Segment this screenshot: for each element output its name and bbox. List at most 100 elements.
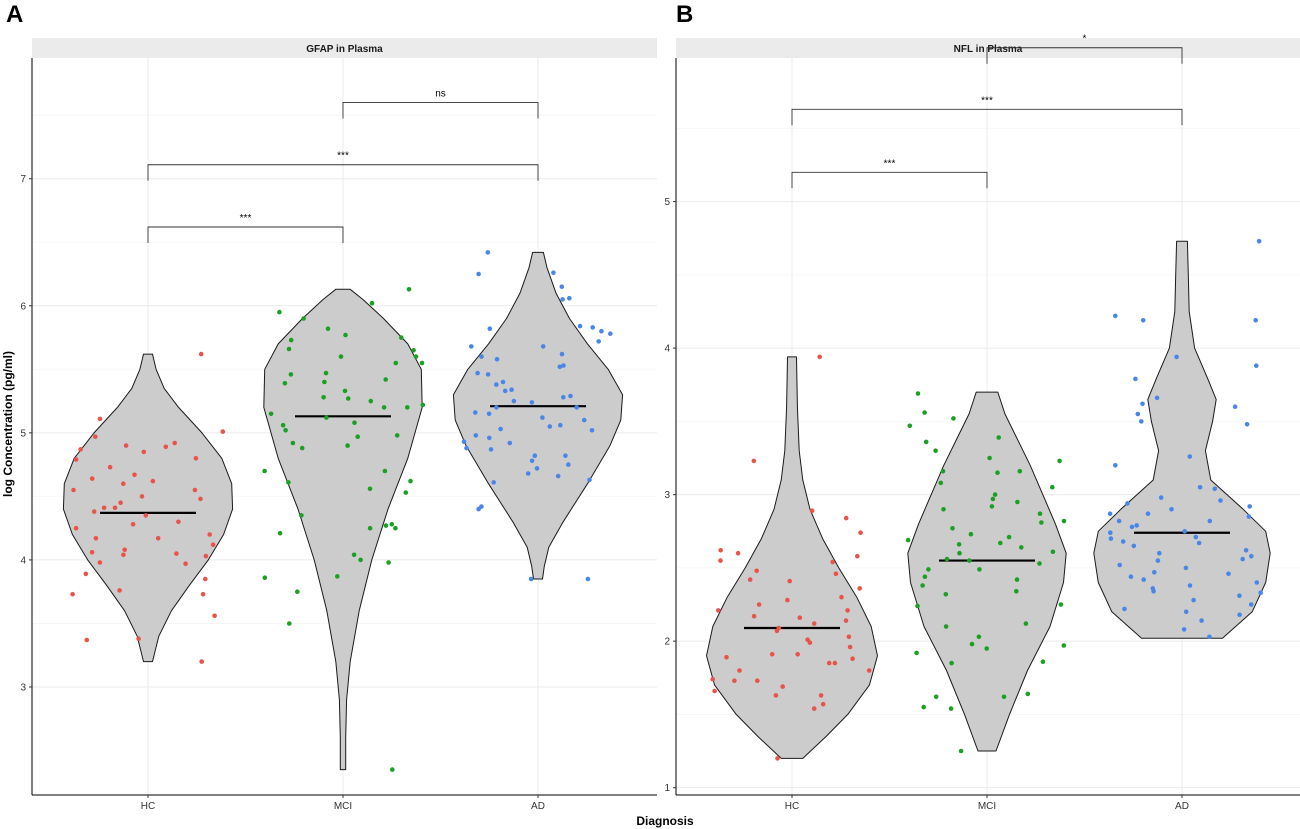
data-point-mci <box>907 423 913 429</box>
panel-a-strip <box>32 38 657 58</box>
data-point-ad <box>559 351 565 357</box>
data-point-mci <box>1014 577 1020 582</box>
y-tick-label: 4 <box>664 344 670 355</box>
panel-a-title: GFAP in Plasma <box>306 44 383 55</box>
data-point-mci <box>990 496 996 502</box>
data-point-mci <box>933 448 938 454</box>
data-point-hc <box>787 578 792 584</box>
data-point-mci <box>282 381 288 386</box>
data-point-hc <box>150 478 156 484</box>
significance-bracket <box>342 102 539 119</box>
data-point-mci <box>1040 659 1046 664</box>
data-point-hc <box>751 458 757 464</box>
data-point-hc <box>832 660 838 666</box>
data-point-ad <box>577 323 583 329</box>
data-point-ad <box>461 439 467 445</box>
data-point-ad <box>473 433 479 438</box>
data-point-hc <box>143 513 149 518</box>
violin-mci <box>263 288 423 771</box>
data-point-ad <box>1248 602 1254 607</box>
data-point-hc <box>210 542 216 547</box>
violin-ad <box>1093 240 1271 639</box>
data-point-mci <box>933 694 939 700</box>
data-point-hc <box>93 434 98 440</box>
data-point-ad <box>1207 634 1212 640</box>
data-point-mci <box>287 621 292 626</box>
data-point-ad <box>534 466 540 471</box>
data-point-mci <box>321 395 326 400</box>
data-point-ad <box>1243 548 1249 553</box>
data-point-ad <box>540 415 545 420</box>
data-point-mci <box>1019 545 1024 550</box>
data-point-mci <box>926 567 931 572</box>
data-point-hc <box>839 594 844 600</box>
data-point-ad <box>476 271 481 277</box>
data-point-hc <box>718 548 723 553</box>
data-point-mci <box>325 326 331 332</box>
data-point-ad <box>1237 612 1242 618</box>
data-point-mci <box>413 354 419 359</box>
data-point-hc <box>172 440 177 446</box>
x-tick-label-ad: AD <box>531 801 545 812</box>
data-point-hc <box>843 515 849 521</box>
panel-b-medians <box>744 531 1230 630</box>
data-point-hc <box>212 613 217 619</box>
panel-a-letter: A <box>6 1 23 28</box>
data-point-hc <box>91 509 97 514</box>
data-point-mci <box>1025 691 1031 697</box>
violin-mci <box>907 391 1067 752</box>
data-point-hc <box>756 602 762 607</box>
data-point-ad <box>1226 571 1231 577</box>
y-tick-label: 3 <box>664 490 670 501</box>
data-point-ad <box>1232 404 1238 410</box>
data-point-ad <box>561 395 566 400</box>
data-point-ad <box>488 447 494 452</box>
data-point-hc <box>89 550 95 555</box>
data-point-mci <box>1057 458 1062 464</box>
data-point-mci <box>419 360 425 366</box>
data-point-mci <box>956 542 962 547</box>
data-point-ad <box>547 424 553 429</box>
data-point-ad <box>532 453 538 459</box>
data-point-mci <box>967 558 972 563</box>
data-point-mci <box>1023 621 1029 626</box>
data-point-mci <box>355 434 361 440</box>
data-point-ad <box>528 576 534 582</box>
data-point-ad <box>1182 529 1187 534</box>
data-point-ad <box>1212 486 1218 492</box>
data-point-hc <box>84 637 90 643</box>
data-point-hc <box>833 571 839 577</box>
data-point-mci <box>950 526 955 531</box>
data-point-ad <box>1139 419 1144 424</box>
data-point-ad <box>1254 580 1260 585</box>
data-point-ad <box>1140 318 1146 323</box>
data-point-hc <box>112 505 118 511</box>
x-tick-label-hc: HC <box>141 801 155 812</box>
data-point-ad <box>567 295 572 301</box>
data-point-hc <box>198 351 204 357</box>
data-point-ad <box>1183 609 1189 615</box>
data-point-ad <box>491 480 497 485</box>
data-point-hc <box>718 558 723 563</box>
data-point-mci <box>915 391 921 396</box>
data-point-mci <box>944 556 950 562</box>
data-point-mci <box>383 523 389 528</box>
data-point-hc <box>780 684 785 689</box>
data-point-ad <box>1258 590 1263 596</box>
data-point-mci <box>342 388 348 394</box>
data-point-ad <box>485 372 491 377</box>
data-point-ad <box>1113 463 1118 468</box>
panel-a-brackets: *** *** ns <box>147 88 539 244</box>
data-point-mci <box>989 504 995 509</box>
panel-b-title: NFL in Plasma <box>954 44 1023 55</box>
y-tick-label: 1 <box>664 783 670 794</box>
data-point-hc <box>220 429 226 434</box>
data-point-hc <box>845 608 850 613</box>
data-point-mci <box>268 411 274 417</box>
data-point-ad <box>1120 539 1126 544</box>
data-point-mci <box>1037 561 1042 566</box>
data-point-ad <box>557 364 563 370</box>
data-point-hc <box>132 472 137 478</box>
data-point-mci <box>368 398 374 404</box>
data-point-ad <box>1181 627 1187 632</box>
